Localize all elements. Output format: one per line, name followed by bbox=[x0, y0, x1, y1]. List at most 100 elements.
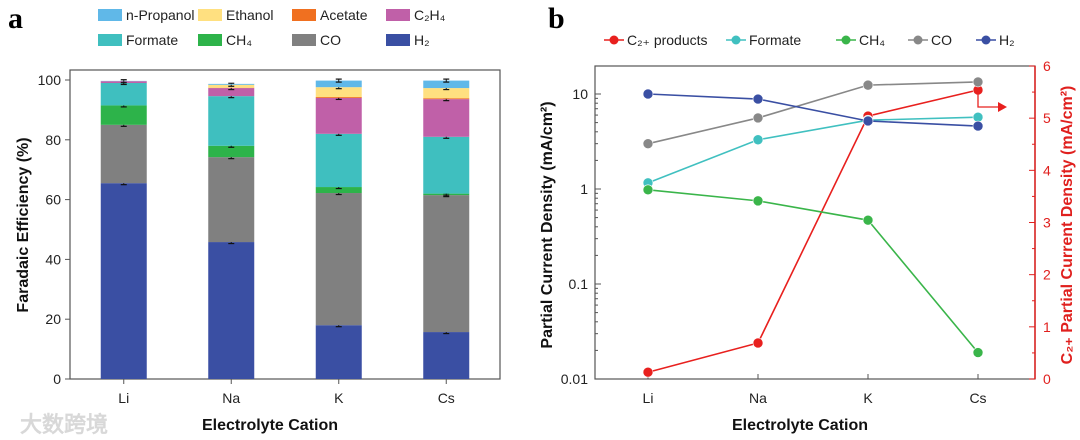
data-point-Formate bbox=[752, 134, 764, 146]
panel-label-b: b bbox=[548, 2, 565, 35]
chart-a: Electrolyte Cation Faradaic Efficiency (… bbox=[15, 7, 501, 434]
data-point-H₂ bbox=[752, 93, 764, 105]
plot-frame-a bbox=[69, 69, 501, 380]
y2-tick-label-b: 6 bbox=[1043, 58, 1051, 74]
legend-swatch-a bbox=[98, 34, 122, 46]
legend-label-b: Formate bbox=[749, 32, 801, 48]
bar-segment-Formate bbox=[315, 133, 362, 188]
legend-swatch-a bbox=[386, 9, 410, 21]
y-tick-label-b: 0.1 bbox=[569, 276, 589, 292]
x-axis-label-a: Electrolyte Cation bbox=[202, 417, 338, 434]
bar-segment-H₂ bbox=[208, 242, 255, 379]
right-axis-arrow-line bbox=[977, 89, 998, 108]
legend-label-b: C₂₊ products bbox=[627, 32, 708, 48]
legend-marker-b bbox=[841, 35, 851, 45]
y2-tick-label-b: 1 bbox=[1043, 319, 1051, 335]
y-axis-label-a: Faradaic Efficiency (%) bbox=[15, 137, 32, 312]
right-axis-arrow-icon bbox=[998, 101, 1007, 112]
legend-marker-b bbox=[913, 35, 923, 45]
x-tick-label-b: Li bbox=[643, 390, 654, 406]
y2-tick-label-b: 0 bbox=[1043, 371, 1051, 387]
legend-marker-b bbox=[981, 35, 991, 45]
x-tick-label-a: Na bbox=[222, 390, 240, 406]
y-tick-label-a: 80 bbox=[45, 132, 61, 148]
data-point-CO bbox=[972, 76, 984, 88]
data-point-C₂₊ products bbox=[642, 366, 654, 378]
bar-segment-Formate bbox=[423, 136, 470, 194]
data-point-CO bbox=[862, 79, 874, 91]
bar-segment-CO bbox=[315, 193, 362, 326]
data-point-H₂ bbox=[972, 120, 984, 132]
bar-segment-Ethanol bbox=[423, 88, 470, 99]
x-tick-label-b: Na bbox=[749, 390, 767, 406]
legend-label-b: H₂ bbox=[999, 32, 1015, 48]
y-tick-label-b: 0.01 bbox=[561, 371, 588, 387]
bar-segment-C₂H₄ bbox=[423, 99, 470, 137]
bar-segment-CO bbox=[423, 195, 470, 333]
bar-segment-H₂ bbox=[100, 183, 147, 379]
legend-label-b: CO bbox=[931, 32, 952, 48]
data-point-CO bbox=[642, 138, 654, 149]
data-point-CH₄ bbox=[972, 347, 984, 358]
legend-label-a: Acetate bbox=[320, 7, 368, 23]
series-line-CH₄ bbox=[647, 189, 979, 354]
legend-swatch-a bbox=[198, 34, 222, 46]
bar-segment-CO bbox=[208, 157, 255, 243]
legend-swatch-a bbox=[292, 9, 316, 21]
legend-label-a: Ethanol bbox=[226, 7, 273, 23]
legend-label-a: C₂H₄ bbox=[414, 7, 446, 23]
bar-segment-C₂H₄ bbox=[315, 97, 362, 134]
data-point-H₂ bbox=[862, 115, 874, 127]
chart-b: Electrolyte Cation Partial Current Densi… bbox=[539, 32, 1076, 434]
legend-label-a: CO bbox=[320, 32, 341, 48]
bar-segment-CH₄ bbox=[208, 145, 255, 158]
y-tick-label-a: 100 bbox=[38, 72, 62, 88]
x-tick-label-a: K bbox=[334, 390, 344, 406]
data-point-CO bbox=[752, 112, 764, 124]
y-tick-label-a: 40 bbox=[45, 251, 61, 267]
legend-swatch-a bbox=[386, 34, 410, 46]
bar-segment-CO bbox=[100, 124, 147, 184]
bar-segment-n-Propanol bbox=[423, 80, 470, 89]
y-tick-label-a: 60 bbox=[45, 192, 61, 208]
panel-label-a: a bbox=[8, 2, 23, 35]
x-tick-label-b: K bbox=[863, 390, 873, 406]
data-point-CH₄ bbox=[642, 184, 654, 196]
bar-segment-Acetate bbox=[315, 97, 362, 98]
y-tick-label-b: 10 bbox=[572, 86, 588, 102]
series-line-C₂₊ products bbox=[647, 89, 979, 373]
legend-label-a: Formate bbox=[126, 32, 178, 48]
plot-frame-b bbox=[594, 65, 1036, 380]
y2-tick-label-b: 2 bbox=[1043, 267, 1051, 283]
bar-segment-Ethanol bbox=[315, 87, 362, 98]
legend-label-a: H₂ bbox=[414, 32, 430, 48]
legend-label-b: CH₄ bbox=[859, 32, 885, 48]
bar-segment-C₂H₄ bbox=[208, 88, 255, 97]
legend-swatch-a bbox=[198, 9, 222, 21]
x-axis-label-b: Electrolyte Cation bbox=[732, 417, 868, 434]
y2-tick-label-b: 4 bbox=[1043, 162, 1051, 178]
bar-segment-CH₄ bbox=[315, 187, 362, 194]
bar-segment-H₂ bbox=[315, 325, 362, 379]
y-tick-label-a: 0 bbox=[53, 371, 61, 387]
y-axis-label-b: Partial Current Density (mA/cm²) bbox=[539, 101, 556, 348]
y-tick-label-b: 1 bbox=[580, 181, 588, 197]
bar-segment-Formate bbox=[100, 82, 147, 106]
data-point-C₂₊ products bbox=[752, 337, 764, 349]
bar-segment-CH₄ bbox=[100, 105, 147, 125]
series-line-CO bbox=[647, 81, 979, 145]
legend-label-a: CH₄ bbox=[226, 32, 252, 48]
data-point-CH₄ bbox=[862, 214, 874, 226]
x-tick-label-a: Cs bbox=[438, 390, 455, 406]
series-line-Formate bbox=[647, 116, 979, 184]
y-tick-label-a: 20 bbox=[45, 311, 61, 327]
legend-marker-b bbox=[609, 35, 619, 45]
bar-segment-n-Propanol bbox=[315, 80, 362, 88]
bar-segment-Formate bbox=[208, 96, 255, 146]
watermark: 大数跨境 bbox=[20, 412, 108, 437]
y2-tick-label-b: 5 bbox=[1043, 110, 1051, 126]
x-tick-label-a: Li bbox=[118, 390, 129, 406]
legend-label-a: n-Propanol bbox=[126, 7, 195, 23]
bar-segment-H₂ bbox=[423, 332, 470, 379]
